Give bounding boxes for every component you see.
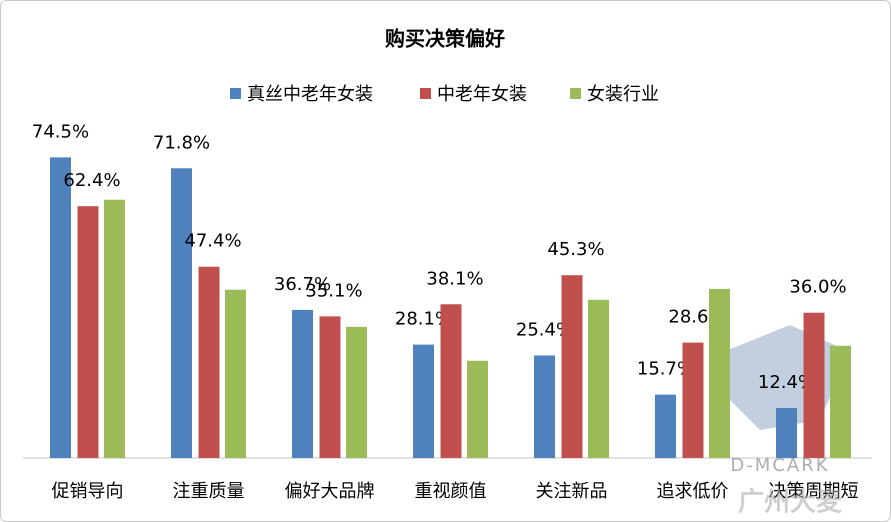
bar <box>225 289 246 458</box>
data-label: 15.7% <box>637 359 694 380</box>
bar <box>413 344 434 458</box>
bar <box>709 288 730 458</box>
data-label: 38.1% <box>426 268 483 289</box>
x-tick-label: 促销导向 <box>52 481 124 502</box>
bar <box>440 304 462 458</box>
bar <box>346 326 367 458</box>
x-tick-label: 注重质量 <box>173 481 245 502</box>
watermark-text: 广州大麦 <box>738 488 843 518</box>
bar <box>682 342 704 458</box>
legend-label: 中老年女装 <box>437 84 527 105</box>
data-label: 62.4% <box>63 170 120 191</box>
x-tick-label: 决策周期短 <box>769 481 859 502</box>
bar <box>830 345 851 458</box>
data-label: 47.4% <box>184 231 241 252</box>
x-tick-label: 偏好大品牌 <box>285 481 375 502</box>
legend-swatch <box>420 88 431 99</box>
bar <box>776 407 797 458</box>
data-label: 74.5% <box>32 121 89 142</box>
bar <box>198 266 220 458</box>
legend-swatch <box>230 88 241 99</box>
bar <box>655 394 676 458</box>
data-label: 25.4% <box>516 320 573 341</box>
legend-label: 真丝中老年女装 <box>247 84 373 105</box>
data-label: 36.7% <box>274 274 331 295</box>
data-label: 71.8% <box>153 132 210 153</box>
bar <box>50 157 71 458</box>
data-label: 12.4% <box>758 372 815 393</box>
chart-title: 购买决策偏好 <box>385 27 505 51</box>
data-label: 35.1% <box>305 280 362 301</box>
bar <box>171 168 192 459</box>
bar <box>588 299 609 458</box>
data-label: 45.3% <box>547 239 604 260</box>
x-tick-label: 关注新品 <box>536 481 608 502</box>
x-tick-label: 重视颜值 <box>415 481 487 502</box>
bar <box>534 355 555 458</box>
legend-label: 女装行业 <box>587 84 659 105</box>
x-tick-label: 追求低价 <box>657 481 729 502</box>
data-label: 28.1% <box>395 309 452 330</box>
bar <box>77 206 99 458</box>
bar <box>467 360 488 458</box>
bar <box>292 309 313 458</box>
data-label: 36.0% <box>789 277 846 298</box>
bar <box>104 199 125 458</box>
bar <box>803 312 825 458</box>
bar <box>561 275 583 458</box>
watermark-text: D-MCARK <box>730 455 829 476</box>
legend-swatch <box>570 88 581 99</box>
bar <box>319 316 341 458</box>
